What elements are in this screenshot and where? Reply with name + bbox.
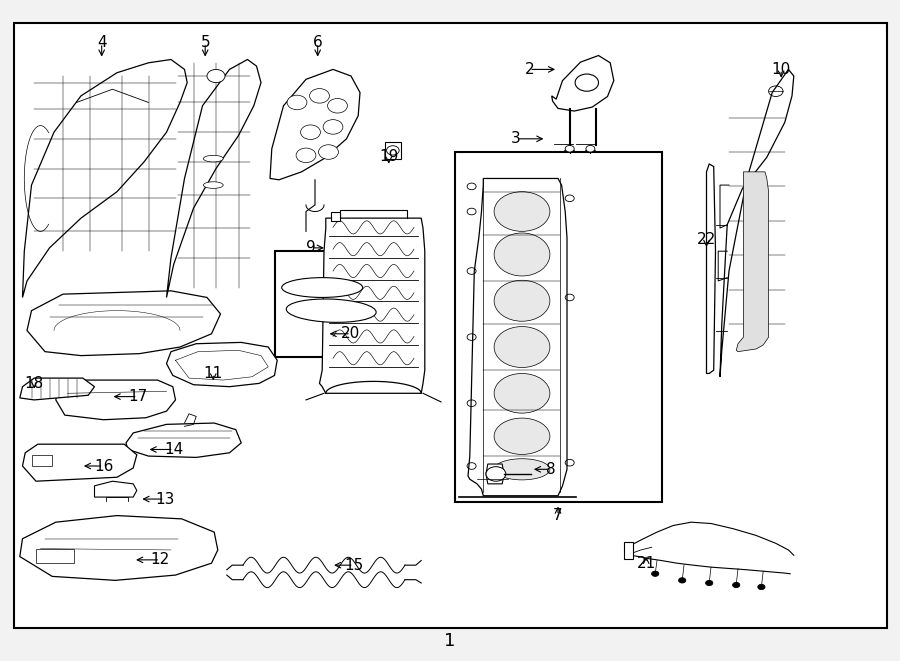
Circle shape: [586, 145, 595, 152]
Polygon shape: [20, 378, 94, 400]
Circle shape: [296, 148, 316, 163]
Text: 4: 4: [97, 36, 106, 50]
Text: 9: 9: [306, 241, 315, 255]
Text: 10: 10: [771, 62, 791, 77]
Polygon shape: [27, 291, 220, 356]
Ellipse shape: [494, 327, 550, 368]
Circle shape: [287, 95, 307, 110]
Polygon shape: [320, 218, 425, 393]
Polygon shape: [56, 380, 176, 420]
Polygon shape: [720, 69, 794, 377]
Polygon shape: [331, 212, 340, 221]
Text: 2: 2: [525, 62, 534, 77]
Circle shape: [733, 582, 740, 588]
Ellipse shape: [494, 373, 550, 413]
Polygon shape: [468, 178, 567, 496]
Circle shape: [323, 120, 343, 134]
Text: 18: 18: [24, 376, 44, 391]
Polygon shape: [706, 164, 716, 373]
Circle shape: [652, 571, 659, 576]
Polygon shape: [94, 481, 137, 497]
Ellipse shape: [494, 280, 550, 321]
Text: 21: 21: [636, 556, 656, 570]
Text: 15: 15: [344, 558, 364, 572]
Circle shape: [319, 145, 338, 159]
Circle shape: [310, 89, 329, 103]
Text: 19: 19: [379, 149, 399, 164]
Text: 6: 6: [313, 36, 322, 50]
Bar: [454, 152, 662, 502]
Polygon shape: [126, 423, 241, 457]
Text: 11: 11: [203, 366, 223, 381]
Ellipse shape: [494, 192, 550, 231]
Polygon shape: [166, 342, 277, 387]
Polygon shape: [36, 549, 74, 563]
Circle shape: [565, 145, 574, 152]
Bar: [274, 251, 400, 357]
Ellipse shape: [494, 233, 550, 276]
Text: 20: 20: [341, 327, 361, 341]
Ellipse shape: [494, 459, 550, 480]
Ellipse shape: [494, 418, 550, 455]
Text: 17: 17: [128, 389, 148, 404]
Polygon shape: [22, 444, 137, 481]
Circle shape: [328, 98, 347, 113]
Polygon shape: [20, 516, 218, 580]
Text: 16: 16: [94, 459, 113, 473]
Polygon shape: [22, 59, 187, 297]
Text: 8: 8: [546, 462, 555, 477]
Circle shape: [486, 467, 506, 481]
Polygon shape: [270, 69, 360, 180]
Polygon shape: [166, 59, 261, 297]
Text: 13: 13: [155, 492, 175, 506]
Polygon shape: [624, 542, 633, 559]
Text: 1: 1: [445, 632, 455, 650]
Ellipse shape: [282, 278, 363, 297]
Polygon shape: [385, 142, 400, 159]
Text: 14: 14: [164, 442, 184, 457]
Circle shape: [706, 580, 713, 586]
Text: 3: 3: [511, 132, 520, 146]
Text: 12: 12: [150, 553, 170, 567]
Ellipse shape: [203, 155, 223, 162]
Text: 7: 7: [554, 508, 562, 523]
Circle shape: [679, 578, 686, 583]
Text: 22: 22: [697, 232, 716, 247]
Ellipse shape: [203, 182, 223, 188]
Text: 5: 5: [201, 36, 210, 50]
Polygon shape: [486, 464, 504, 484]
Circle shape: [207, 69, 225, 83]
Polygon shape: [552, 56, 614, 111]
Polygon shape: [736, 172, 769, 352]
Circle shape: [758, 584, 765, 590]
Ellipse shape: [286, 299, 376, 323]
Circle shape: [301, 125, 320, 139]
Circle shape: [575, 74, 598, 91]
Polygon shape: [32, 455, 52, 466]
